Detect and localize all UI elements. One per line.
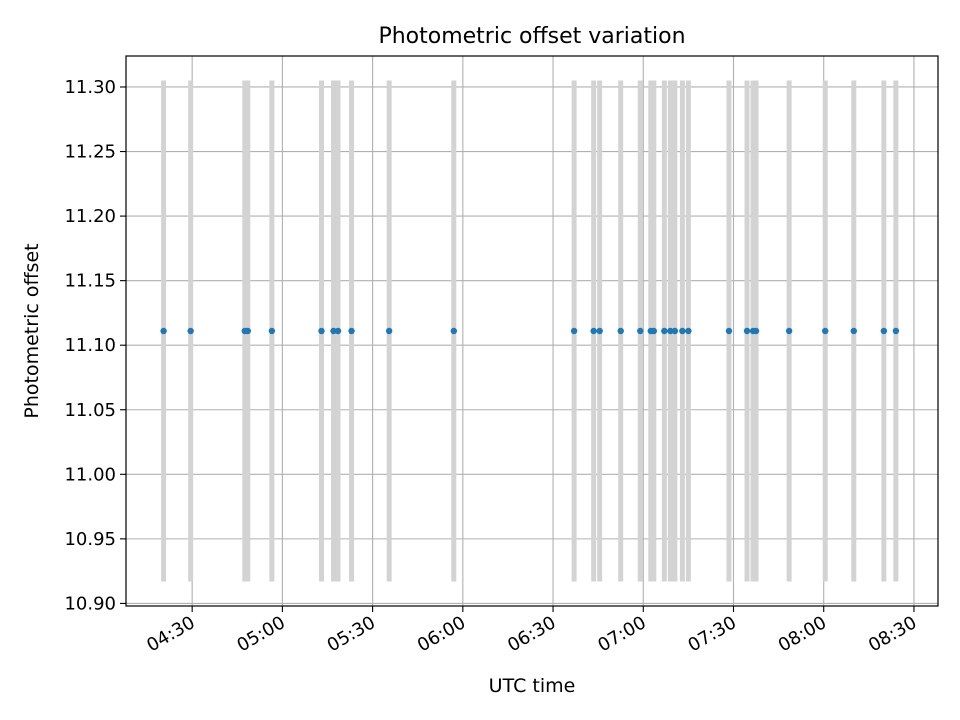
plot-frame: [125, 55, 939, 607]
y-tick-label: 10.90: [64, 593, 116, 614]
data-points: [160, 327, 900, 335]
data-point: [667, 327, 674, 335]
data-point: [617, 327, 624, 335]
y-tick-label: 11.25: [64, 142, 116, 163]
data-point: [348, 327, 355, 335]
data-point: [679, 327, 686, 335]
data-point: [637, 327, 644, 335]
y-tick-label: 11.15: [64, 271, 116, 292]
chart-title: Photometric offset variation: [378, 24, 685, 49]
data-point: [244, 327, 251, 335]
y-axis-title: Photometric offset: [21, 243, 43, 418]
data-point: [650, 327, 657, 335]
data-point: [725, 327, 733, 335]
data-point: [822, 327, 829, 335]
y-tick-label: 11.20: [64, 206, 116, 227]
grid-lines: [126, 56, 938, 606]
y-tick-label: 11.05: [64, 400, 116, 421]
data-point: [450, 327, 458, 335]
data-point: [685, 327, 692, 335]
data-point: [268, 327, 276, 335]
data-point: [596, 327, 603, 335]
data-point: [570, 327, 578, 335]
data-point: [385, 327, 393, 335]
data-point: [743, 327, 751, 335]
data-point: [187, 327, 194, 335]
data-point: [661, 327, 668, 335]
data-point: [850, 327, 857, 335]
data-point: [752, 327, 760, 335]
data-point: [330, 327, 337, 335]
data-point: [880, 327, 888, 335]
x-axis-title: UTC time: [489, 675, 576, 697]
y-tick-label: 11.10: [64, 335, 116, 356]
data-point: [671, 327, 679, 335]
data-point: [590, 327, 597, 335]
y-tick-label: 10.95: [64, 529, 116, 550]
data-point: [160, 327, 167, 335]
y-tick-label: 11.30: [64, 77, 116, 98]
data-point: [334, 327, 342, 335]
data-point: [318, 327, 325, 335]
data-point: [785, 327, 793, 335]
y-tick-label: 11.00: [64, 464, 116, 485]
data-point: [892, 327, 900, 335]
